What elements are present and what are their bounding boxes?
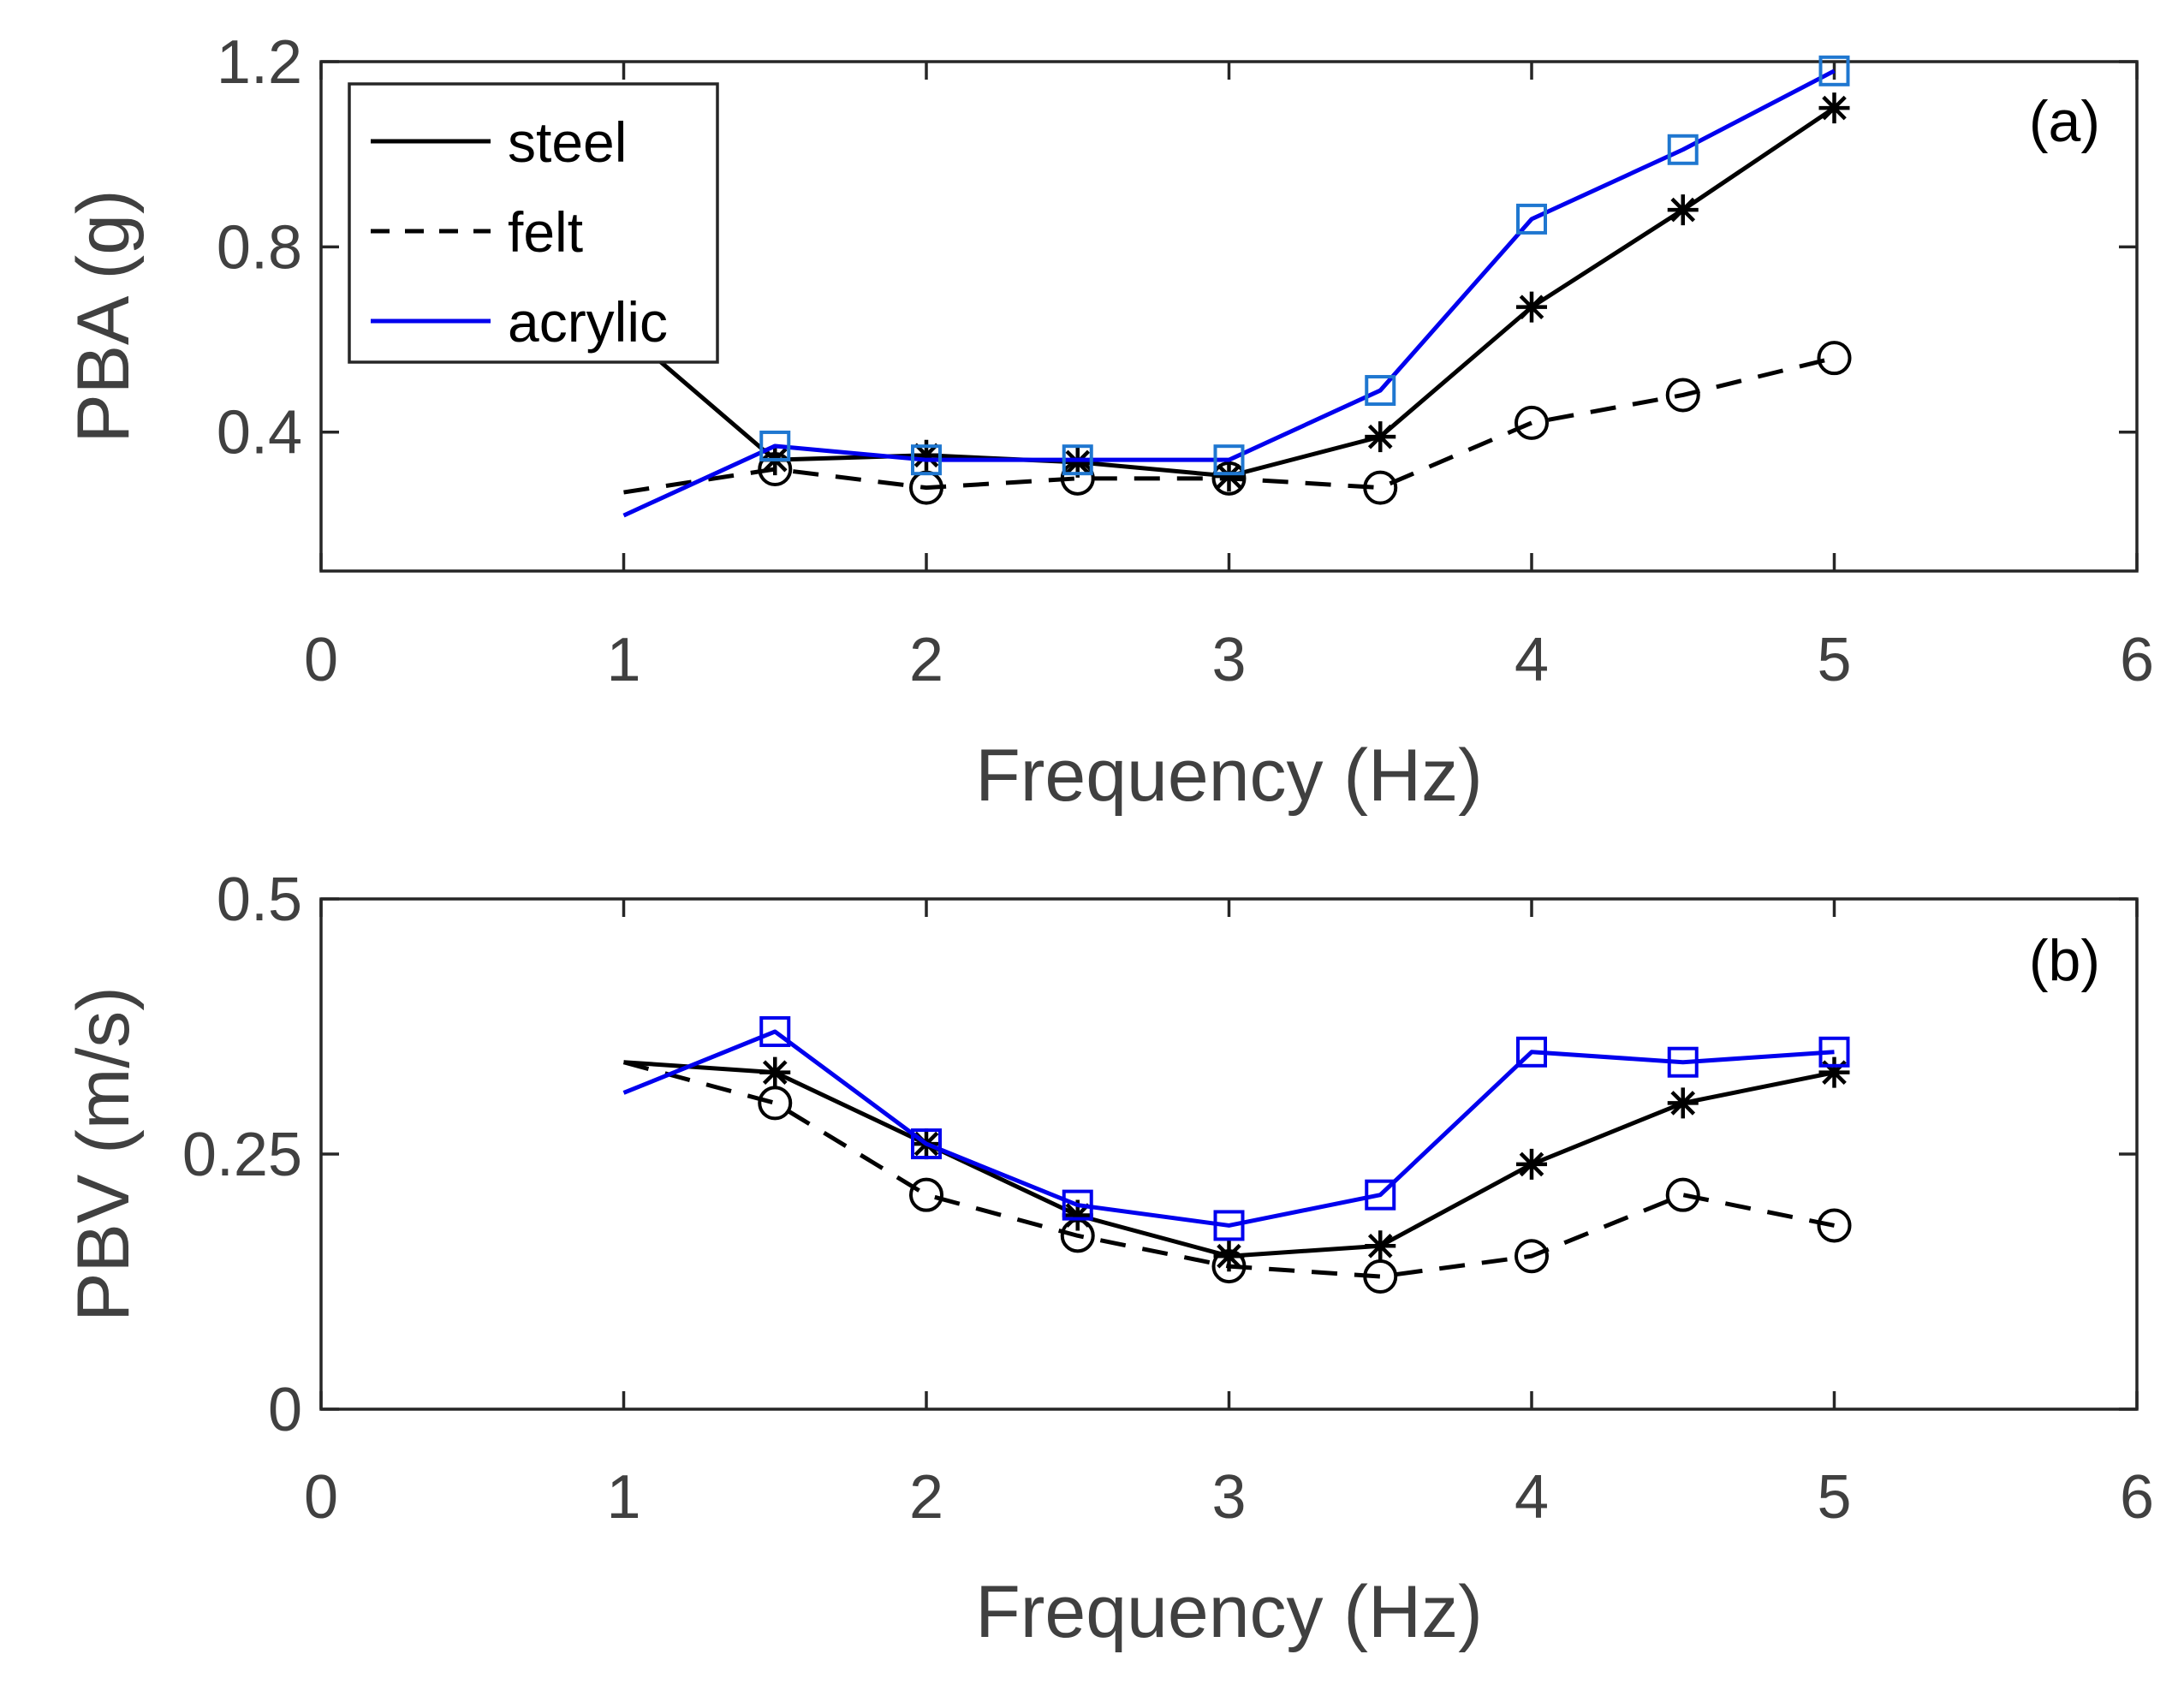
data-point-felt (758, 452, 793, 486)
data-point-acrylic (1667, 1046, 1699, 1078)
data-point-steel (1667, 194, 1699, 226)
data-point-steel (1213, 461, 1245, 492)
data-point-felt (758, 1086, 793, 1121)
chart-panel-b: 0 1 2 3 4 5 6 0 0.25 0.5 Frequency (Hz) PBV (m/s) (b… (62, 866, 2154, 1653)
data-point-acrylic (1062, 444, 1093, 476)
data-point-acrylic (1213, 1210, 1245, 1241)
data-point-felt (1363, 1259, 1398, 1294)
data-point-steel (911, 439, 942, 471)
y-tick-label: 1.2 (217, 28, 302, 97)
data-point-steel (1213, 1241, 1245, 1272)
data-point-acrylic (1818, 55, 1850, 86)
x-tick-label: 2 (909, 1463, 943, 1532)
series-acrylic (622, 1015, 1850, 1241)
data-point-acrylic (1516, 203, 1547, 235)
x-tick-label: 5 (1817, 626, 1851, 694)
data-point-acrylic (759, 1015, 791, 1047)
data-point-acrylic (759, 430, 791, 461)
data-point-felt (1665, 378, 1700, 413)
x-tick-label: 1 (606, 1463, 640, 1532)
data-point-acrylic (1213, 444, 1245, 476)
y-axis-title: PBV (m/s) (62, 986, 145, 1322)
data-point-acrylic (1062, 1189, 1093, 1221)
panel-label: (a) (2029, 89, 2100, 154)
data-point-acrylic (1818, 1036, 1850, 1068)
legend-label-acrylic: acrylic (508, 290, 668, 354)
series-line-felt (622, 1060, 1835, 1279)
data-point-acrylic (1667, 134, 1699, 165)
chart-panel-a: 0 1 2 3 4 5 6 0.4 0.8 1.2 Frequency (Hz) PBA (g) (a)… (62, 28, 2154, 817)
y-tick-label: 0.25 (182, 1121, 302, 1189)
x-tick-label: 3 (1211, 1463, 1246, 1532)
x-tick-label: 3 (1211, 626, 1246, 694)
data-point-felt (1817, 1208, 1852, 1243)
data-point-felt (1817, 341, 1852, 376)
y-axis-title: PBA (g) (62, 189, 145, 443)
axes-box (319, 897, 2139, 1411)
series-line-acrylic (622, 68, 1836, 518)
y-tick-label: 0.5 (217, 866, 302, 934)
y-tick-label: 0.8 (217, 213, 302, 282)
y-tick-label: 0 (268, 1376, 302, 1444)
data-point-steel (1818, 1056, 1850, 1088)
x-tick-label: 6 (2120, 1463, 2154, 1532)
x-tick-label: 5 (1817, 1463, 1851, 1532)
data-point-steel (1516, 291, 1547, 323)
data-point-acrylic (911, 1128, 942, 1160)
x-axis-title: Frequency (Hz) (975, 735, 1483, 817)
data-point-felt (1515, 405, 1549, 440)
data-point-steel (1062, 1199, 1093, 1231)
series-acrylic (622, 55, 1850, 518)
data-point-steel (1365, 1230, 1396, 1262)
x-tick-label: 6 (2120, 626, 2154, 694)
panel-label: (b) (2029, 928, 2100, 993)
x-tick-label: 2 (909, 626, 943, 694)
series-line-acrylic (622, 1029, 1835, 1228)
data-point-felt (1363, 470, 1398, 505)
data-point-felt (1515, 1239, 1549, 1274)
data-point-steel (1516, 1148, 1547, 1180)
data-point-steel (1818, 92, 1850, 124)
x-tick-label: 0 (304, 626, 338, 694)
series-felt (623, 341, 1852, 505)
data-point-acrylic (1365, 1179, 1396, 1211)
data-point-steel (759, 1056, 791, 1088)
data-point-felt (1211, 1249, 1247, 1284)
legend-box (348, 82, 719, 364)
series-line-felt (623, 355, 1836, 495)
x-tick-label: 1 (606, 626, 640, 694)
legend: steel felt acrylic (348, 82, 719, 364)
legend-label-steel: steel (508, 110, 627, 174)
data-point-acrylic (911, 444, 942, 476)
data-point-steel (1667, 1087, 1699, 1119)
data-point-acrylic (1365, 375, 1396, 407)
x-tick-label: 0 (304, 1463, 338, 1532)
x-tick-label: 4 (1515, 1463, 1549, 1532)
legend-label-felt: felt (508, 200, 583, 264)
data-point-acrylic (1516, 1036, 1547, 1068)
x-tick-label: 4 (1515, 626, 1549, 694)
y-tick-label: 0.4 (217, 399, 302, 467)
data-point-felt (1060, 461, 1095, 496)
series-steel (622, 92, 1850, 492)
data-point-felt (1665, 1177, 1700, 1212)
data-point-steel (1365, 421, 1396, 453)
data-point-felt (909, 1177, 943, 1212)
x-axis-title: Frequency (Hz) (975, 1571, 1483, 1653)
data-point-felt (1211, 461, 1247, 496)
